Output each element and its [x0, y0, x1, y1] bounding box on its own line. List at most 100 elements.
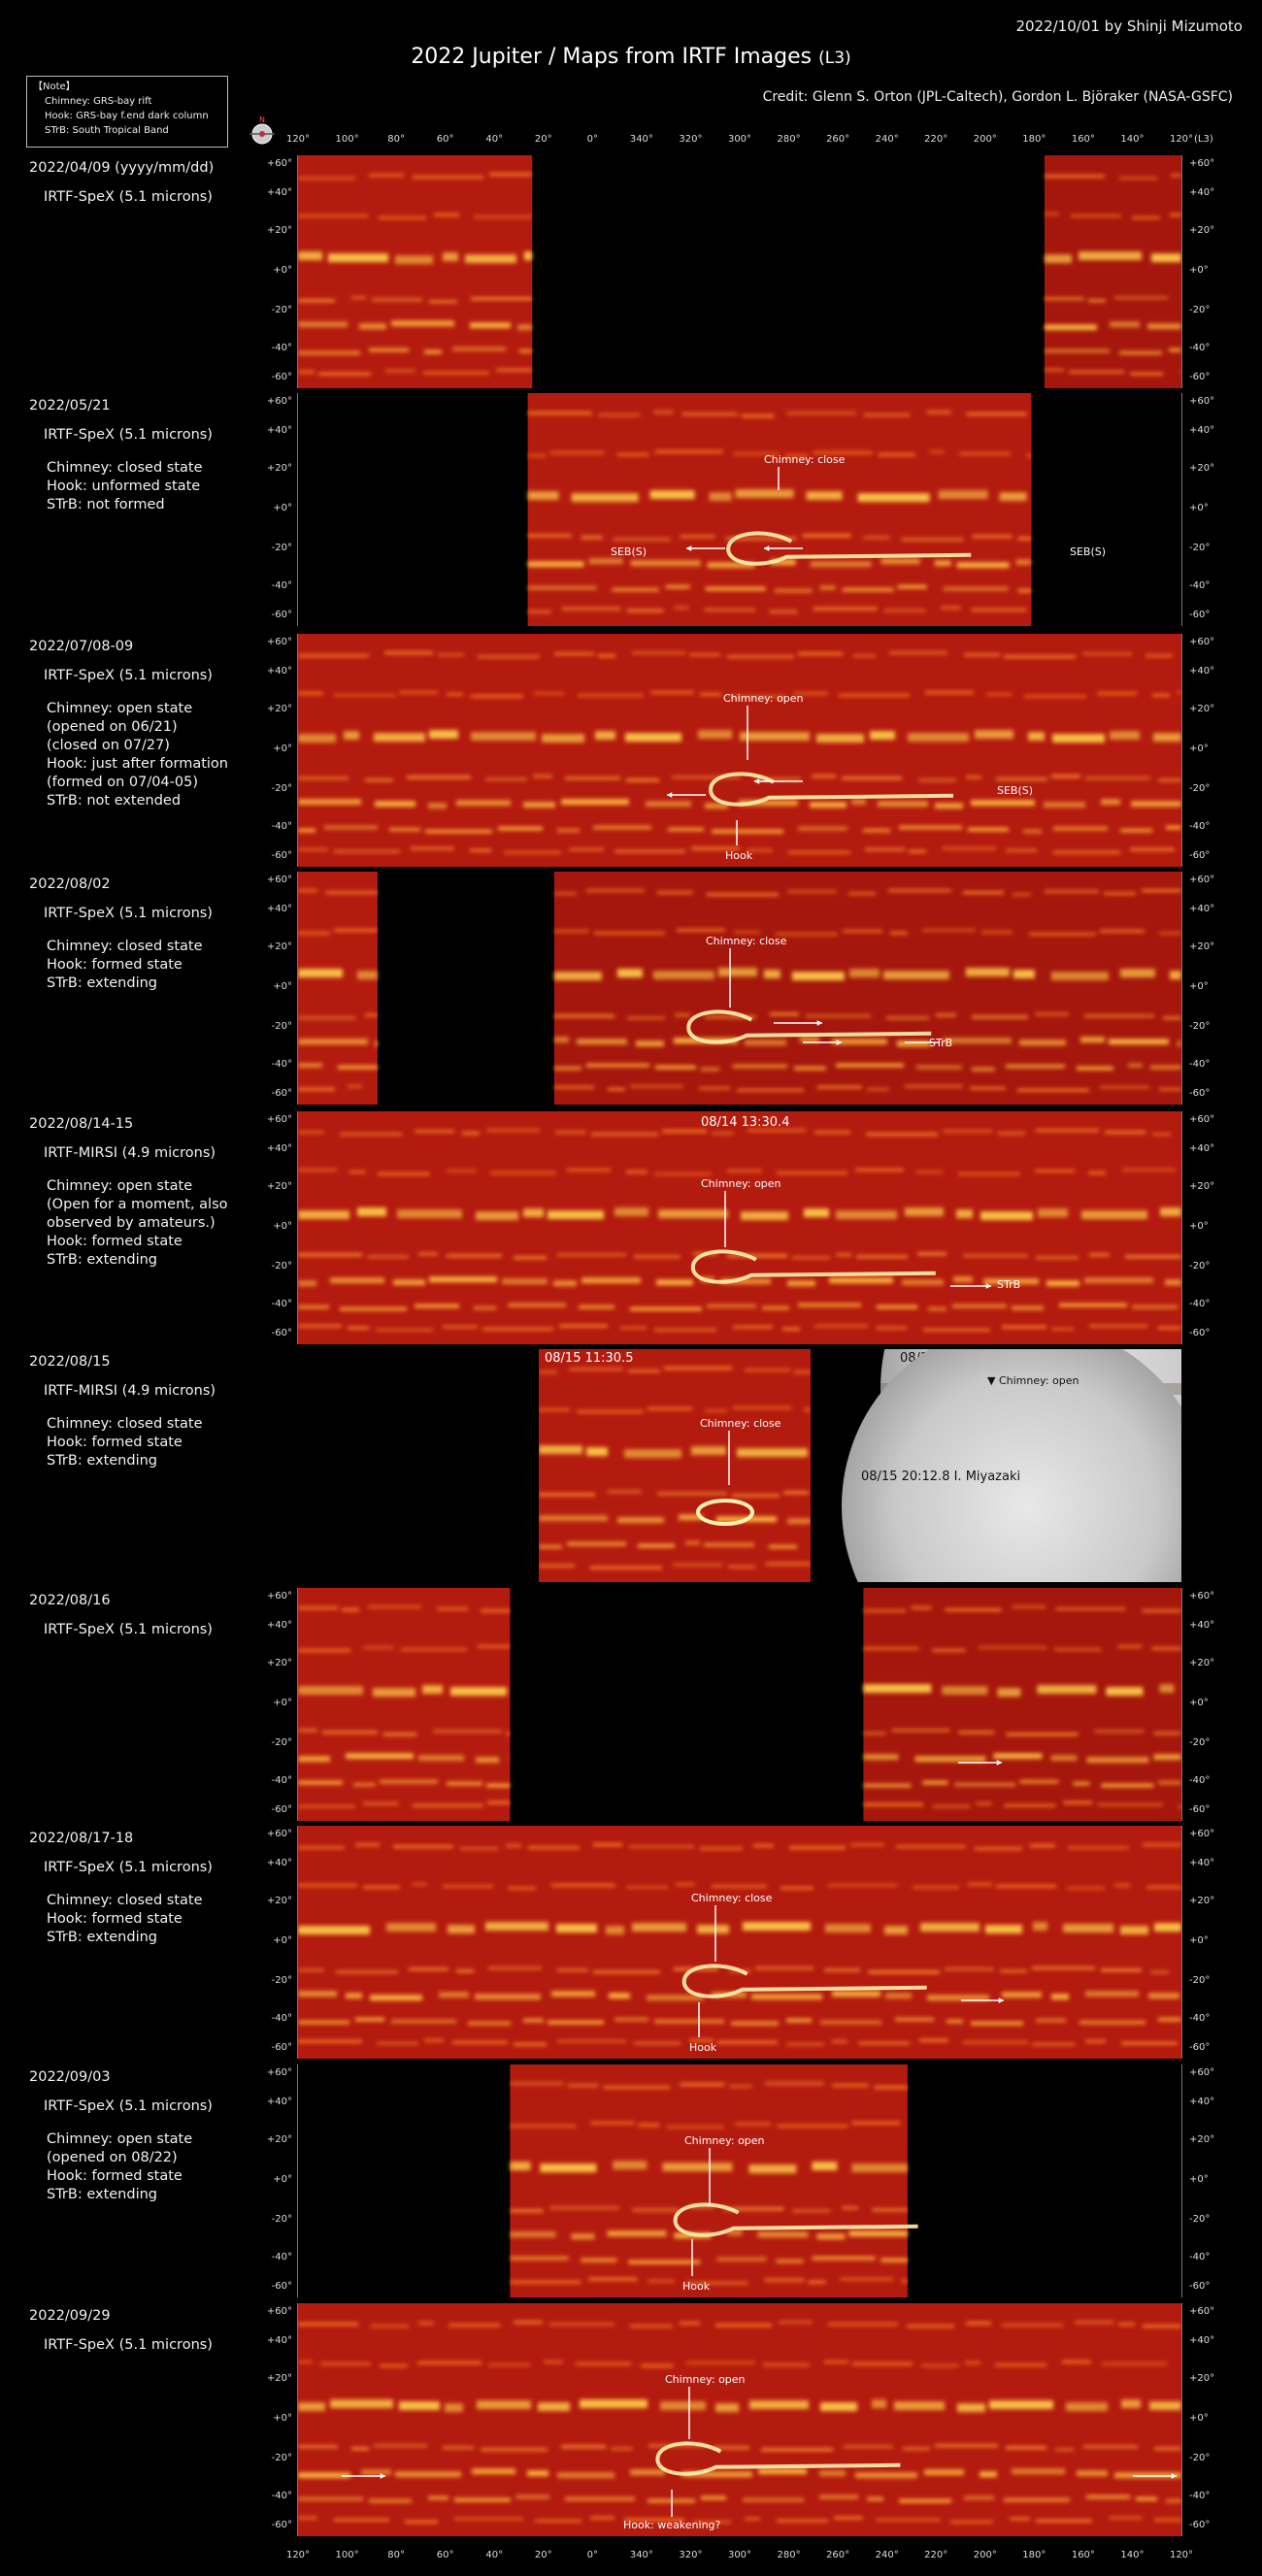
map-frame [297, 393, 1182, 626]
photo-caption: 08/15 20:12.8 I. Miyazaki [861, 1470, 1021, 1484]
longitude-tick-label: 300° [727, 2550, 752, 2560]
panel-date: 2022/08/15 [29, 1354, 111, 1370]
annotation-seb-label: SEB(S) [1070, 545, 1107, 558]
panel-status-line: STrB: not extended [47, 793, 182, 809]
latitude-label-right: +0° [1189, 503, 1209, 513]
longitude-tick-label: 40° [485, 134, 504, 145]
map-frame [297, 2064, 1182, 2297]
panel-status-line: Chimney: open state [47, 701, 193, 716]
latitude-label-right: -20° [1189, 542, 1211, 553]
latitude-label-right: +60° [1189, 2305, 1215, 2317]
map-frame [297, 2303, 1182, 2536]
latitude-label-right: -60° [1189, 2042, 1211, 2054]
panel-date: 2022/07/08-09 [29, 639, 134, 654]
latitude-label-right: -60° [1189, 850, 1211, 862]
observation-timestamp: 08/14 13:30.4 [701, 1115, 790, 1130]
pointer-line [736, 820, 738, 845]
latitude-label-left: -20° [271, 2452, 292, 2463]
grs-feature-outline [708, 772, 954, 807]
jupiter-photo [842, 1349, 1181, 1582]
longitude-tick-label: 80° [387, 134, 405, 145]
latitude-label-right: -60° [1189, 2281, 1211, 2293]
spacer [29, 2116, 213, 2130]
pointer-line [671, 2490, 673, 2517]
latitude-label-left: -20° [271, 1974, 292, 1986]
latitude-label-left: -20° [271, 1260, 292, 1271]
infrared-map-image [527, 393, 1032, 626]
latitude-label-right: +60° [1189, 874, 1215, 885]
panel-info: 2022/08/15 IRTF-MIRSI (4.9 microns) Chimne… [29, 1353, 216, 1470]
panel-instrument: IRTF-SpeX (5.1 microns) [44, 668, 213, 683]
annotation-chimney-label: Chimney: close [764, 453, 846, 466]
latitude-label-left: -60° [271, 2042, 292, 2054]
latitude-label-right: -60° [1189, 2520, 1211, 2531]
spacer [29, 685, 228, 700]
latitude-label-left: +40° [266, 1857, 292, 1868]
grs-feature-outline [686, 1009, 932, 1044]
annotation-hook-label: Hook [689, 2041, 717, 2054]
panel-info: 2022/08/02 IRTF-SpeX (5.1 microns) Chimney… [29, 875, 213, 993]
panel-status-line: (opened on 06/21) [47, 719, 178, 735]
latitude-label-left: +40° [266, 2096, 292, 2107]
map-panel: 2022/05/21 IRTF-SpeX (5.1 microns) Chimney… [0, 393, 1262, 626]
longitude-tick-label: 80° [387, 2550, 405, 2560]
latitude-label-right: -40° [1189, 580, 1211, 592]
latitude-label-right: -20° [1189, 2213, 1211, 2225]
panel-status-line: Hook: unformed state [47, 479, 201, 494]
latitude-label-right: -20° [1189, 782, 1211, 794]
panel-date: 2022/08/16 [29, 1593, 111, 1608]
annotation-chimney-label: Chimney: close [691, 1892, 773, 1904]
pointer-line [698, 2002, 700, 2037]
panel-instrument: IRTF-SpeX (5.1 microns) [44, 189, 213, 205]
latitude-label-left: +0° [273, 2174, 292, 2185]
infrared-map-image [298, 155, 1181, 388]
latitude-label-left: +0° [273, 981, 292, 992]
latitude-label-right: +60° [1189, 1590, 1215, 1602]
longitude-system-label: (L3) [1194, 134, 1213, 145]
annotation-strb-label: STrB [929, 1037, 953, 1049]
pointer-line [747, 706, 748, 760]
latitude-label-left: +20° [266, 2373, 292, 2385]
longitude-tick-label: 100° [335, 2550, 359, 2560]
longitude-tick-label: 180° [1022, 134, 1046, 145]
panel-instrument: IRTF-SpeX (5.1 microns) [44, 906, 213, 921]
latitude-label-left: -40° [271, 2252, 292, 2263]
longitude-tick-label: 60° [436, 134, 454, 145]
longitude-tick-label: 120° [285, 134, 311, 145]
panel-info: 2022/05/21 IRTF-SpeX (5.1 microns) Chimney… [29, 397, 213, 514]
panel-instrument: IRTF-SpeX (5.1 microns) [44, 2337, 213, 2353]
latitude-label-left: -60° [271, 372, 292, 383]
panel-date: 2022/08/02 [29, 876, 111, 892]
longitude-tick-label: 0° [586, 2550, 599, 2560]
longitude-tick-label: 40° [485, 2550, 504, 2560]
longitude-tick-label: 320° [679, 2550, 703, 2560]
spacer [29, 1877, 213, 1892]
latitude-label-right: +20° [1189, 941, 1215, 953]
latitude-label-left: +40° [266, 665, 292, 677]
pointer-line [778, 467, 780, 490]
latitude-label-left: -20° [271, 304, 292, 315]
annotation-chimney-label: Chimney: open [701, 1177, 781, 1190]
panel-info: 2022/08/16 IRTF-SpeX (5.1 microns) [29, 1592, 213, 1639]
map-area: Chimney: open Hook [298, 2064, 1181, 2297]
longitude-tick-label: 320° [679, 134, 703, 145]
latitude-label-right: -20° [1189, 1260, 1211, 1271]
panel-status-line: STrB: extending [47, 1453, 158, 1469]
infrared-map-image [298, 872, 1181, 1105]
panel-date: 2022/08/14-15 [29, 1116, 134, 1132]
latitude-label-left: -60° [271, 1804, 292, 1816]
latitude-label-right: -60° [1189, 610, 1211, 621]
latitude-label-left: -60° [271, 850, 292, 862]
motion-arrow [667, 792, 706, 798]
latitude-label-right: -40° [1189, 2013, 1211, 2025]
panel-instrument: IRTF-SpeX (5.1 microns) [44, 1860, 213, 1875]
latitude-label-left: +0° [273, 1935, 292, 1946]
grs-feature-outline [690, 1249, 936, 1284]
latitude-label-left: +20° [266, 225, 292, 237]
latitude-label-left: +60° [266, 2066, 292, 2078]
infrared-map-image [510, 2064, 908, 2297]
longitude-tick-label: 340° [629, 2550, 653, 2560]
latitude-label-right: +20° [1189, 1658, 1215, 1669]
pointer-line [729, 948, 731, 1007]
longitude-tick-label: 120° [285, 2550, 311, 2560]
